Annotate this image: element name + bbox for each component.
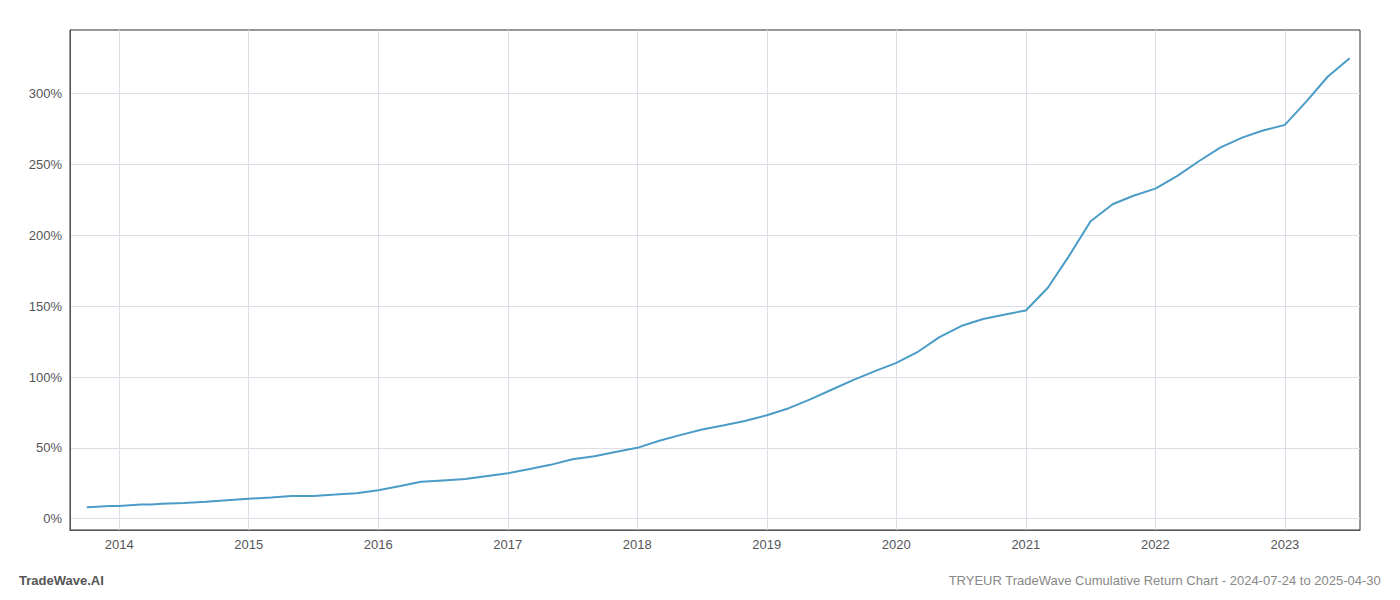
svg-text:2023: 2023 [1270, 537, 1299, 552]
svg-text:250%: 250% [29, 157, 63, 172]
svg-text:0%: 0% [43, 511, 62, 526]
svg-text:2019: 2019 [752, 537, 781, 552]
svg-text:200%: 200% [29, 228, 63, 243]
svg-text:300%: 300% [29, 86, 63, 101]
svg-text:2022: 2022 [1141, 537, 1170, 552]
svg-text:50%: 50% [36, 440, 62, 455]
svg-text:TRYEUR TradeWave Cumulative Re: TRYEUR TradeWave Cumulative Return Chart… [949, 573, 1381, 588]
svg-text:2017: 2017 [493, 537, 522, 552]
svg-text:TradeWave.AI: TradeWave.AI [19, 573, 104, 588]
svg-text:2020: 2020 [882, 537, 911, 552]
svg-text:100%: 100% [29, 370, 63, 385]
svg-text:2016: 2016 [364, 537, 393, 552]
svg-text:150%: 150% [29, 299, 63, 314]
svg-text:2014: 2014 [105, 537, 134, 552]
svg-text:2021: 2021 [1011, 537, 1040, 552]
svg-text:2015: 2015 [234, 537, 263, 552]
svg-text:2018: 2018 [623, 537, 652, 552]
